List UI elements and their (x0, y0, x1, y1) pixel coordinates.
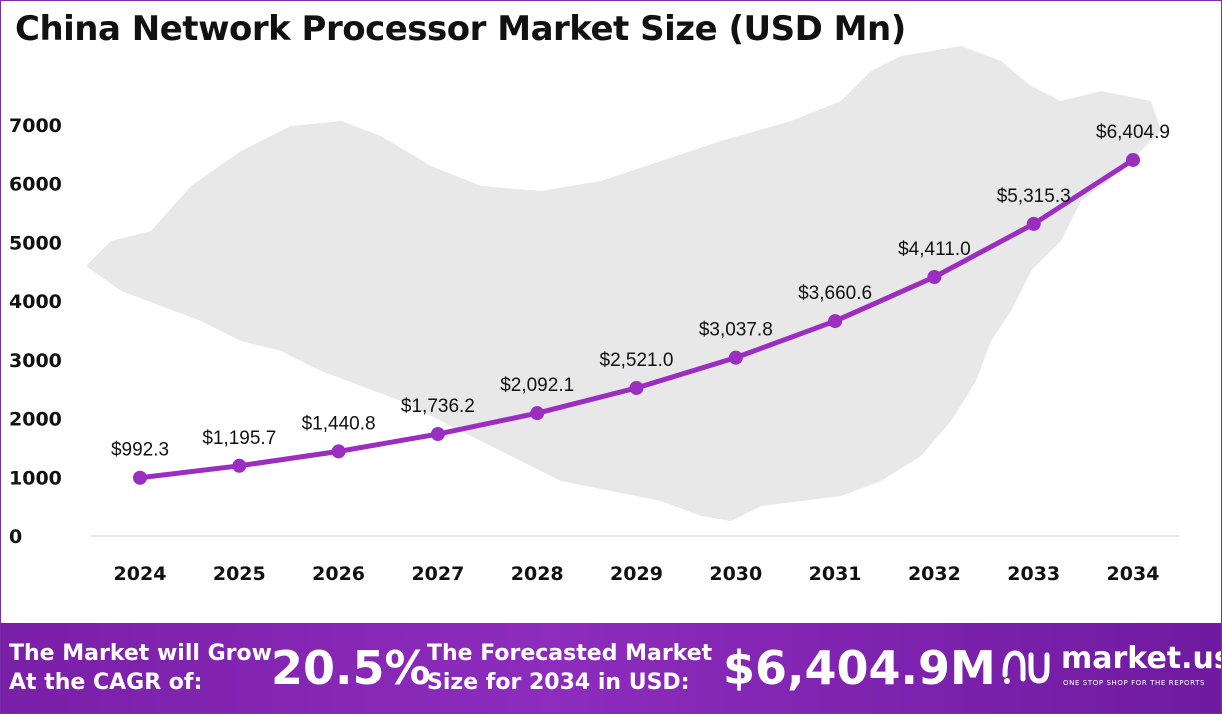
brand-name: market.us (1061, 641, 1222, 676)
y-tick-label: 7000 (9, 115, 62, 137)
data-label: $1,736.2 (401, 396, 475, 417)
x-tick-label: 2034 (1107, 563, 1160, 585)
axes: 0 1000 2000 3000 4000 5000 6000 7000 2024 2025 202… (9, 115, 1179, 585)
cagr-caption: The Market will Grow At the CAGR of: (9, 639, 272, 697)
y-tick-label: 2000 (9, 409, 62, 431)
data-label: $3,660.6 (798, 283, 872, 304)
data-point (629, 380, 644, 395)
market-us-logo-icon (1002, 650, 1050, 684)
data-point (828, 314, 843, 329)
forecast-caption: The Forecasted Market Size for 2034 in U… (427, 639, 712, 697)
cagr-caption-line1: The Market will Grow (9, 641, 272, 666)
x-tick-label: 2024 (114, 563, 167, 585)
data-labels: $992.3 $1,195.7 $1,440.8 $1,736.2 $2,092.1 $2… (111, 122, 1170, 461)
data-label: $1,440.8 (302, 413, 376, 434)
cagr-value: 20.5% (271, 641, 431, 695)
x-tick-label: 2025 (213, 563, 266, 585)
forecast-value: $6,404.9M (723, 641, 996, 695)
cagr-caption-line2: At the CAGR of: (9, 670, 203, 695)
x-tick-label: 2027 (411, 563, 464, 585)
forecast-caption-line1: The Forecasted Market (427, 641, 713, 666)
series-line (133, 152, 1140, 485)
x-tick-label: 2028 (511, 563, 564, 585)
y-tick-label: 6000 (9, 174, 62, 196)
data-point (728, 350, 743, 365)
y-tick-label: 1000 (9, 467, 62, 489)
y-tick-label: 0 (9, 526, 22, 548)
y-tick-label: 4000 (9, 291, 62, 313)
data-label: $2,092.1 (500, 375, 574, 396)
line-chart: 0 1000 2000 3000 4000 5000 6000 7000 2024 2025 202… (9, 46, 1179, 585)
brand-tagline: ONE STOP SHOP FOR THE REPORTS (1063, 679, 1206, 687)
data-point (133, 470, 147, 485)
data-point (530, 406, 545, 421)
chart-title: China Network Processor Market Size (USD… (15, 9, 906, 49)
footer-banner: The Market will Grow At the CAGR of: 20.… (1, 623, 1222, 713)
data-label: $5,315.3 (997, 186, 1071, 207)
x-tick-label: 2030 (709, 563, 762, 585)
china-map-watermark (86, 46, 1161, 521)
data-label: $6,404.9 (1096, 122, 1170, 143)
data-point (232, 458, 247, 473)
x-tick-label: 2032 (908, 563, 961, 585)
x-tick-label: 2033 (1007, 563, 1060, 585)
x-tick-label: 2029 (610, 563, 663, 585)
data-point (1026, 216, 1041, 231)
y-tick-label: 5000 (9, 232, 62, 254)
data-label: $992.3 (111, 440, 169, 461)
data-label: $4,411.0 (898, 239, 971, 260)
data-point (430, 427, 445, 442)
data-label: $1,195.7 (202, 428, 276, 449)
data-label: $3,037.8 (699, 320, 773, 341)
forecast-caption-line2: Size for 2034 in USD: (427, 670, 690, 695)
x-tick-label: 2031 (809, 563, 862, 585)
data-label: $2,521.0 (600, 350, 674, 371)
data-point (927, 270, 942, 285)
data-point (1126, 152, 1140, 167)
x-tick-label: 2026 (312, 563, 365, 585)
data-point (331, 444, 346, 459)
y-tick-label: 3000 (9, 350, 62, 372)
